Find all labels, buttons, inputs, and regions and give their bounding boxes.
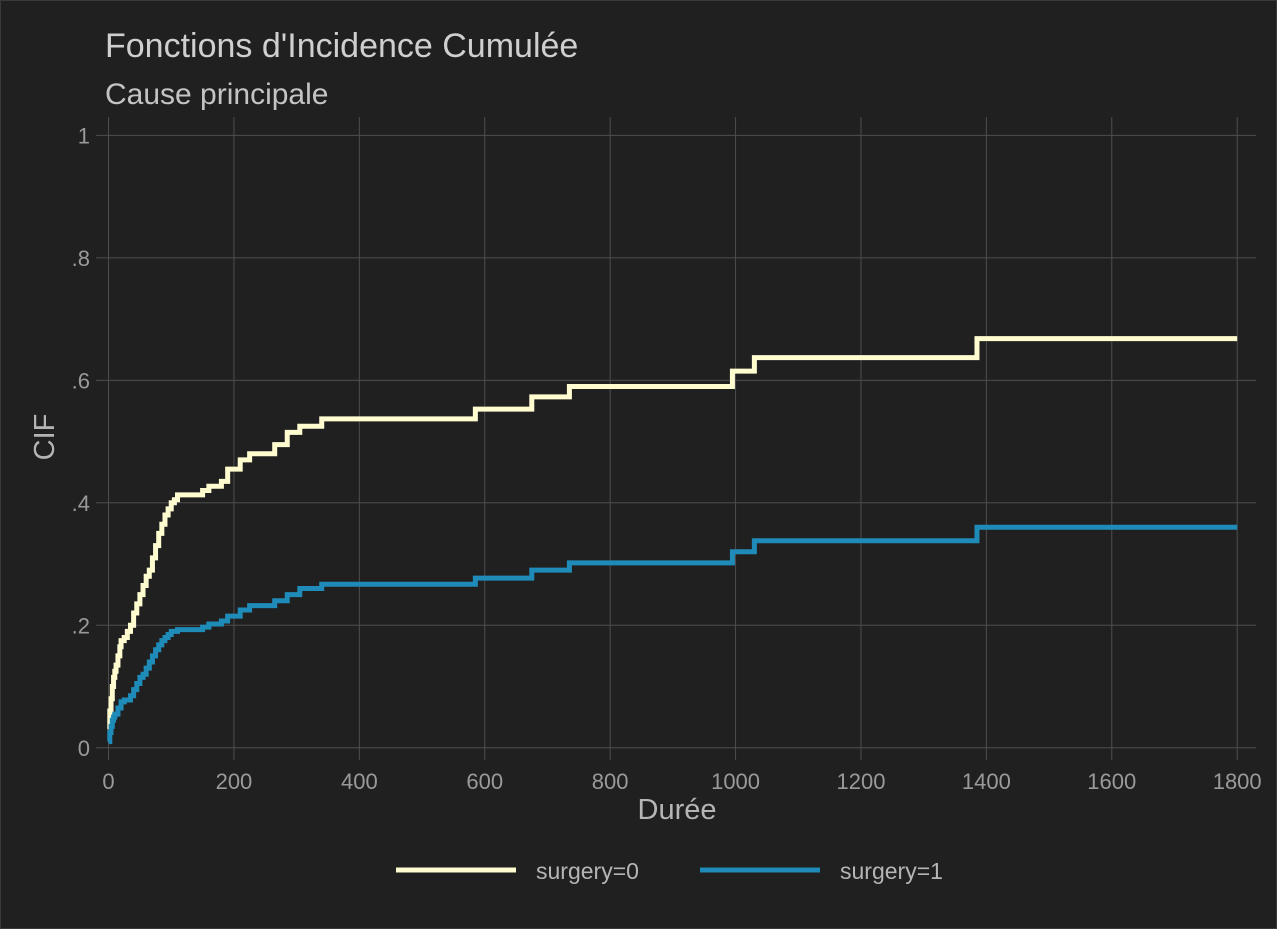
x-axis-title: Durée [638, 794, 717, 826]
series-lines [107, 336, 1238, 745]
x-tick-label: 0 [102, 769, 114, 794]
chart-subtitle: Cause principale [105, 78, 328, 111]
x-tick-label: 1800 [1213, 769, 1262, 794]
y-axis-ticks: 0 .2 .4 .6 .8 1 [72, 123, 90, 760]
y-tick-label: .6 [72, 368, 90, 393]
y-tick-label: 1 [78, 123, 90, 148]
y-tick-label: .4 [72, 491, 90, 516]
legend-label: surgery=0 [536, 858, 639, 884]
x-tick-label: 1000 [711, 769, 760, 794]
series-line-1 [107, 524, 1238, 745]
x-axis-ticks: 0 200 400 600 800 1000 1200 1400 1600 1800 [102, 769, 1261, 794]
x-tick-label: 1200 [836, 769, 885, 794]
chart-title: Fonctions d'Incidence Cumulée [105, 27, 578, 65]
y-tick-label: .8 [72, 246, 90, 271]
y-tick-label: .2 [72, 613, 90, 638]
legend-label: surgery=1 [840, 858, 943, 884]
x-tick-label: 1600 [1087, 769, 1136, 794]
x-tick-label: 1400 [962, 769, 1011, 794]
grid [96, 117, 1256, 760]
x-tick-label: 600 [466, 769, 503, 794]
y-tick-label: 0 [78, 736, 90, 761]
x-tick-label: 800 [592, 769, 629, 794]
series-line-0 [107, 336, 1238, 732]
x-tick-label: 200 [216, 769, 253, 794]
y-axis-title: CIF [29, 414, 61, 461]
x-tick-label: 400 [341, 769, 378, 794]
legend: surgery=0 surgery=1 [396, 858, 943, 884]
